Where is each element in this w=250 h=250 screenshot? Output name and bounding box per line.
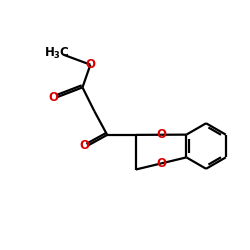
Text: O: O [86, 58, 96, 71]
Text: 3: 3 [54, 51, 60, 60]
Text: O: O [79, 139, 89, 152]
Text: O: O [48, 91, 58, 104]
Text: O: O [156, 128, 166, 141]
Text: O: O [156, 157, 166, 170]
Text: C: C [59, 46, 68, 59]
Text: H: H [45, 46, 55, 59]
